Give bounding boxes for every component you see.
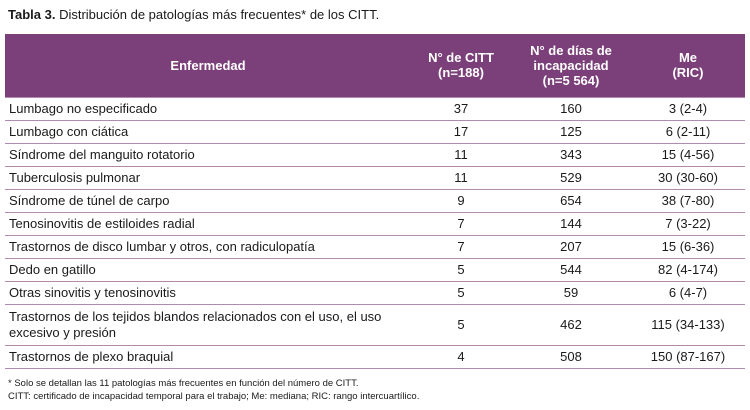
cell-me: 7 (3-22) bbox=[665, 215, 711, 231]
cell-days: 144 bbox=[560, 215, 582, 231]
table-header: Enfermedad N° de CITT (n=188) N° de días… bbox=[5, 34, 745, 97]
cell-disease: Tuberculosis pulmonar bbox=[9, 169, 141, 185]
header-me-line1: Me bbox=[678, 50, 698, 66]
pathology-table: Enfermedad N° de CITT (n=188) N° de días… bbox=[5, 34, 745, 369]
cell-me: 82 (4-174) bbox=[658, 261, 718, 277]
cell-citt: 37 bbox=[453, 100, 469, 116]
header-days-line1: N° de días de bbox=[530, 42, 612, 58]
cell-me: 150 (87-167) bbox=[650, 348, 726, 364]
caption-text: Distribución de patologías más frecuente… bbox=[59, 7, 380, 22]
cell-disease: Trastornos de plexo braquial bbox=[9, 348, 174, 364]
table-row: Otras sinovitis y tenosinovitis 5 59 6 (… bbox=[5, 281, 745, 304]
cell-days: 207 bbox=[560, 238, 582, 254]
header-days: N° de días de incapacidad (n=5 564) bbox=[511, 34, 631, 97]
cell-disease: Trastornos de los tejidos blandos relaci… bbox=[9, 308, 382, 340]
cell-disease: Otras sinovitis y tenosinovitis bbox=[9, 284, 176, 300]
cell-days: 529 bbox=[560, 169, 582, 185]
cell-disease: Tenosinovitis de estiloides radial bbox=[9, 215, 195, 231]
table-caption: Tabla 3. Distribución de patologías más … bbox=[8, 7, 379, 22]
cell-me: 6 (2-11) bbox=[665, 123, 711, 139]
cell-me: 38 (7-80) bbox=[661, 192, 715, 208]
cell-disease: Dedo en gatillo bbox=[9, 261, 96, 277]
table-row: Síndrome de túnel de carpo 9 654 38 (7-8… bbox=[5, 189, 745, 212]
table-row: Tenosinovitis de estiloides radial 7 144… bbox=[5, 212, 745, 235]
table-row: Lumbago con ciática 17 125 6 (2-11) bbox=[5, 120, 745, 143]
header-citt-line2: (n=188) bbox=[438, 65, 484, 81]
cell-disease: Síndrome de túnel de carpo bbox=[9, 192, 170, 208]
cell-disease: Lumbago no especificado bbox=[9, 100, 158, 116]
cell-citt: 17 bbox=[453, 123, 469, 139]
cell-citt: 9 bbox=[457, 192, 465, 208]
cell-citt: 5 bbox=[457, 284, 465, 300]
header-citt-line1: N° de CITT bbox=[428, 50, 494, 66]
caption-label: Tabla 3. bbox=[8, 7, 56, 22]
cell-days: 462 bbox=[560, 316, 582, 332]
header-citt: N° de CITT (n=188) bbox=[411, 34, 511, 97]
header-days-line3: (n=5 564) bbox=[542, 72, 600, 88]
cell-disease: Síndrome del manguito rotatorio bbox=[9, 146, 195, 162]
header-me: Me (RIC) bbox=[631, 34, 745, 97]
cell-me: 15 (4-56) bbox=[661, 146, 715, 162]
table-row: Dedo en gatillo 5 544 82 (4-174) bbox=[5, 258, 745, 281]
cell-citt: 11 bbox=[454, 146, 468, 162]
table-row: Trastornos de los tejidos blandos relaci… bbox=[5, 304, 745, 345]
cell-days: 59 bbox=[563, 284, 579, 300]
header-days-line2: incapacidad bbox=[533, 57, 609, 73]
cell-days: 160 bbox=[560, 100, 582, 116]
cell-citt: 7 bbox=[457, 215, 465, 231]
cell-me: 3 (2-4) bbox=[668, 100, 708, 116]
table-row: Trastornos de disco lumbar y otros, con … bbox=[5, 235, 745, 258]
cell-me: 115 (34-133) bbox=[651, 316, 725, 332]
cell-days: 343 bbox=[560, 146, 582, 162]
cell-me: 30 (30-60) bbox=[658, 169, 718, 185]
header-row: Enfermedad N° de CITT (n=188) N° de días… bbox=[5, 34, 745, 97]
footnote-asterisk: * Solo se detallan las 11 patologías más… bbox=[8, 378, 359, 389]
cell-citt: 5 bbox=[457, 261, 465, 277]
cell-me: 15 (6-36) bbox=[661, 238, 715, 254]
cell-days: 544 bbox=[560, 261, 582, 277]
cell-citt: 7 bbox=[457, 238, 465, 254]
cell-citt: 4 bbox=[457, 348, 465, 364]
header-disease: Enfermedad bbox=[5, 34, 411, 97]
cell-days: 508 bbox=[560, 348, 582, 364]
table-row: Lumbago no especificado 37 160 3 (2-4) bbox=[5, 97, 745, 120]
cell-me: 6 (4-7) bbox=[668, 284, 708, 300]
footnote-abbreviations: CITT: certificado de incapacidad tempora… bbox=[8, 391, 420, 402]
table-row: Síndrome del manguito rotatorio 11 343 1… bbox=[5, 143, 745, 166]
cell-disease: Lumbago con ciática bbox=[9, 123, 129, 139]
table-row: Tuberculosis pulmonar 11 529 30 (30-60) bbox=[5, 166, 745, 189]
cell-days: 654 bbox=[560, 192, 582, 208]
cell-citt: 5 bbox=[457, 316, 465, 332]
cell-citt: 11 bbox=[454, 169, 468, 185]
table-row: Trastornos de plexo braquial 4 508 150 (… bbox=[5, 345, 745, 368]
table-body: Lumbago no especificado 37 160 3 (2-4) L… bbox=[5, 97, 745, 368]
cell-disease: Trastornos de disco lumbar y otros, con … bbox=[9, 238, 315, 254]
header-me-line2: (RIC) bbox=[672, 65, 704, 81]
header-disease-label: Enfermedad bbox=[170, 57, 246, 73]
cell-days: 125 bbox=[560, 123, 582, 139]
